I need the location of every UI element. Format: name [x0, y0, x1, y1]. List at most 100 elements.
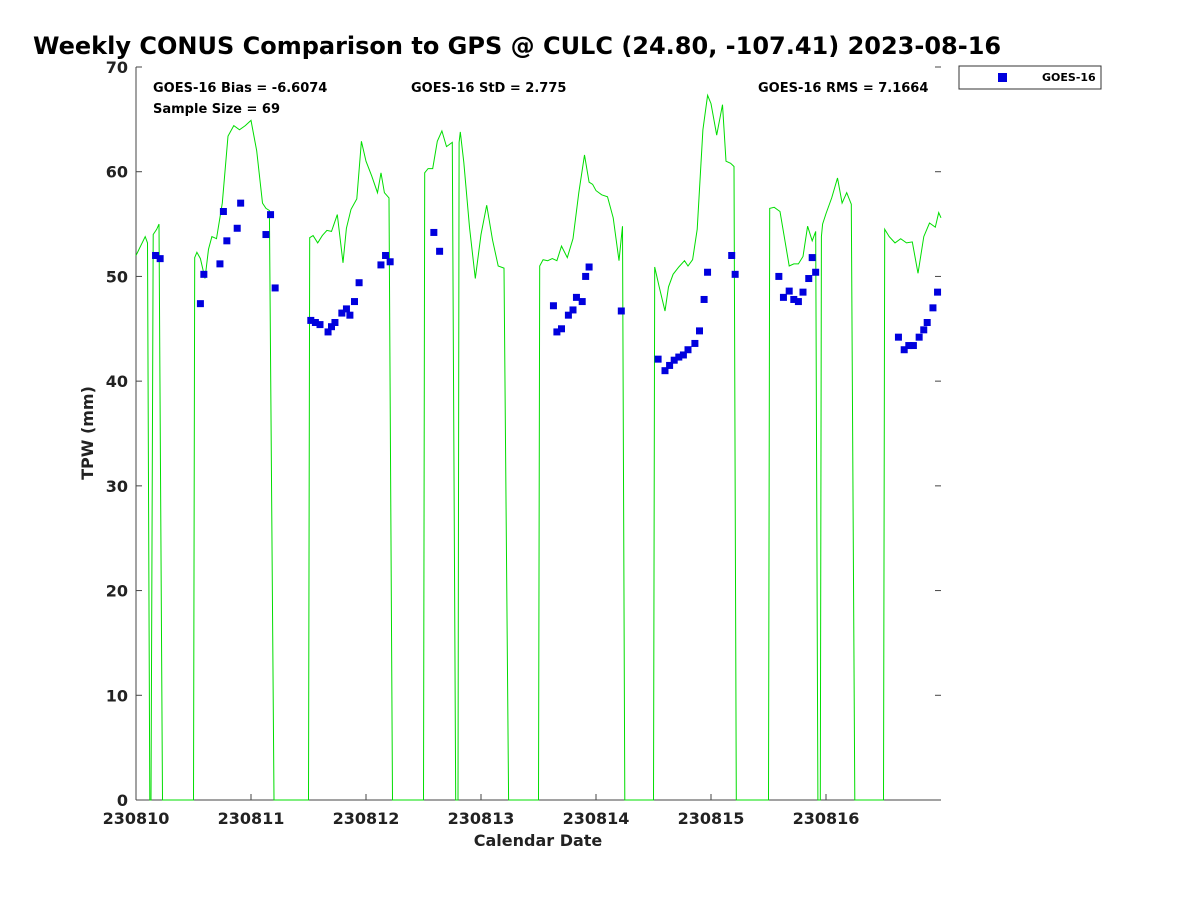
goes16-data-point: [328, 323, 335, 331]
goes16-data-point: [794, 298, 802, 306]
x-tick-label: 230811: [218, 809, 285, 828]
goes16-data-point: [675, 353, 683, 361]
legend-marker-goes16: [998, 73, 1007, 82]
sample-size-stat: Sample Size = 69: [153, 102, 280, 117]
goes16-data-point: [152, 251, 160, 259]
goes16-data-point: [316, 321, 324, 329]
legend: GOES-16: [958, 65, 1102, 90]
goes16-data-point: [386, 258, 394, 266]
goes16-data-point: [569, 306, 577, 314]
goes16-data-point: [617, 307, 625, 315]
goes16-data-point: [894, 333, 902, 341]
y-tick-label: 20: [106, 582, 128, 601]
rms-stat: GOES-16 RMS = 7.1664: [758, 81, 928, 96]
x-axis-ticks: 230810 230811 230812 230813 230814 230815 2308…: [103, 794, 860, 828]
goes16-data-point: [731, 270, 739, 278]
goes16-data-point: [558, 325, 565, 333]
goes16-data-point: [696, 327, 703, 335]
y-axis-label: TPW (mm): [78, 386, 97, 480]
goes16-data-point: [237, 199, 245, 207]
y-tick-label: 50: [106, 267, 128, 286]
y-tick-label: 0: [117, 791, 128, 810]
goes16-data-point: [436, 247, 444, 255]
goes16-data-point: [684, 346, 692, 354]
goes16-data-point: [216, 260, 224, 268]
goes16-data-point: [670, 356, 678, 364]
goes16-data-point: [307, 316, 315, 324]
goes16-data-point: [331, 319, 339, 327]
goes16-data-point: [219, 208, 227, 216]
goes16-data-point: [900, 346, 908, 354]
goes16-data-point: [355, 279, 363, 287]
goes16-data-point: [905, 342, 913, 350]
goes16-data-point: [262, 231, 270, 239]
goes16-data-point: [271, 284, 279, 292]
goes16-data-point: [342, 305, 350, 313]
goes16-data-point: [799, 288, 807, 296]
goes16-data-point: [785, 287, 793, 295]
goes16-data-point: [430, 228, 438, 236]
goes16-data-point: [267, 211, 275, 219]
goes16-data-point: [572, 293, 580, 301]
goes16-data-point: [223, 237, 231, 245]
goes16-data-point: [382, 251, 390, 259]
goes16-data-point: [805, 275, 813, 283]
goes16-data-point: [582, 272, 590, 280]
goes16-data-point: [661, 367, 669, 375]
goes16-data-point: [728, 251, 736, 259]
goes16-data-point: [156, 255, 164, 263]
goes16-data-point: [351, 298, 358, 306]
goes16-data-point: [338, 309, 346, 317]
x-axis-label: Calendar Date: [474, 831, 603, 850]
goes16-data-point: [790, 295, 798, 303]
gps-tpw-line: [135, 93, 942, 801]
x-tick-label: 230816: [793, 809, 860, 828]
goes16-data-point: [654, 355, 662, 363]
goes16-data-point: [679, 351, 687, 359]
x-tick-label: 230814: [563, 809, 630, 828]
goes16-data-point: [585, 263, 593, 271]
y-axis-ticks: 0 10 20 30 40 50 60 70: [106, 58, 941, 810]
goes16-data-point: [691, 339, 699, 347]
goes16-data-point: [812, 268, 820, 276]
goes16-data-point: [200, 270, 208, 278]
goes16-data-point: [704, 268, 712, 276]
goes16-data-point: [311, 319, 319, 327]
x-tick-label: 230810: [103, 809, 170, 828]
legend-label-goes16: GOES-16: [1042, 71, 1096, 84]
marker-layer: [152, 199, 942, 375]
goes16-data-point: [920, 326, 928, 334]
goes16-data-point: [196, 300, 204, 308]
line-layer: [135, 93, 942, 801]
y-tick-label: 30: [106, 477, 128, 496]
goes16-data-point: [934, 288, 942, 296]
goes16-data-point: [775, 272, 783, 280]
goes16-data-point: [909, 342, 917, 350]
goes16-data-point: [233, 224, 241, 232]
y-tick-label: 60: [106, 163, 128, 182]
y-tick-label: 70: [106, 58, 128, 77]
goes16-data-point: [553, 328, 561, 336]
goes16-data-point: [808, 254, 816, 262]
goes16-data-point: [377, 261, 385, 269]
bias-stat: GOES-16 Bias = -6.6074: [153, 81, 327, 96]
x-tick-label: 230812: [333, 809, 400, 828]
std-stat: GOES-16 StD = 2.775: [411, 81, 566, 96]
goes16-data-point: [549, 302, 557, 310]
goes16-data-point: [346, 311, 354, 319]
legend-box: [958, 65, 1102, 90]
goes16-data-point: [564, 311, 572, 319]
chart-title: Weekly CONUS Comparison to GPS @ CULC (2…: [33, 32, 1001, 60]
x-tick-label: 230815: [678, 809, 745, 828]
goes16-data-point: [666, 361, 674, 369]
plot-area: [135, 93, 942, 801]
x-tick-label: 230813: [448, 809, 515, 828]
goes16-data-point: [324, 328, 332, 336]
goes16-data-point: [923, 319, 931, 327]
y-tick-label: 40: [106, 372, 128, 391]
goes16-data-point: [700, 295, 708, 303]
goes16-data-point: [915, 333, 923, 341]
goes16-data-point: [929, 304, 937, 312]
goes16-data-point: [578, 298, 586, 306]
